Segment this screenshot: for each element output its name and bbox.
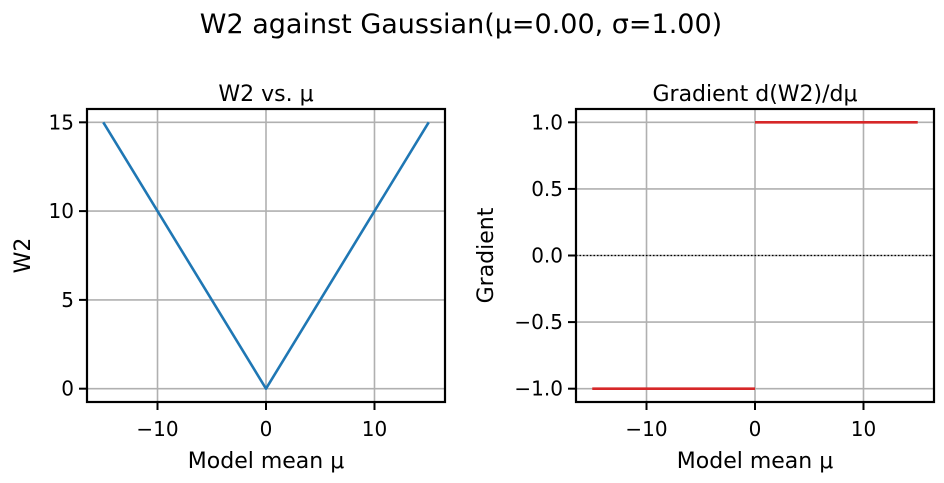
x-tick-label: −10 — [136, 417, 178, 441]
subplot-1: −10 0 10 0 5 10 15 W2 vs. μ Model mean μ W2 — [11, 82, 447, 474]
subplot-title: W2 vs. μ — [218, 82, 313, 107]
y-tick-label: 5 — [61, 288, 74, 312]
y-tick-label: 0.5 — [531, 177, 563, 201]
series-line-1 — [102, 121, 430, 390]
subplot-title: Gradient d(W2)/dμ — [652, 82, 857, 107]
figure-title: W2 against Gaussian(μ=0.00, σ=1.00) — [200, 9, 722, 40]
y-tick-label: −1.0 — [514, 377, 563, 401]
x-axis-label: Model mean μ — [677, 449, 833, 474]
y-tick-label: 1.0 — [531, 110, 563, 134]
y-tick-label: 10 — [49, 199, 74, 223]
y-tick-label: 0 — [61, 377, 74, 401]
subplot-2: −10 0 10 −1.0 −0.5 0.0 0.5 1.0 Gradient d(W2)/dμ… — [474, 82, 936, 474]
y-axis-label: Gradient — [474, 207, 499, 303]
y-axis-label: W2 — [11, 238, 36, 274]
x-tick-label: 10 — [362, 417, 387, 441]
y-tick-label: 15 — [49, 110, 74, 134]
y-tick-label: −0.5 — [514, 310, 563, 334]
y-tick-label: 0.0 — [531, 244, 563, 268]
x-tick-label: 0 — [749, 417, 762, 441]
x-tick-label: −10 — [625, 417, 667, 441]
x-axis-label: Model mean μ — [188, 449, 344, 474]
x-tick-label: 10 — [851, 417, 876, 441]
x-tick-label: 0 — [260, 417, 273, 441]
